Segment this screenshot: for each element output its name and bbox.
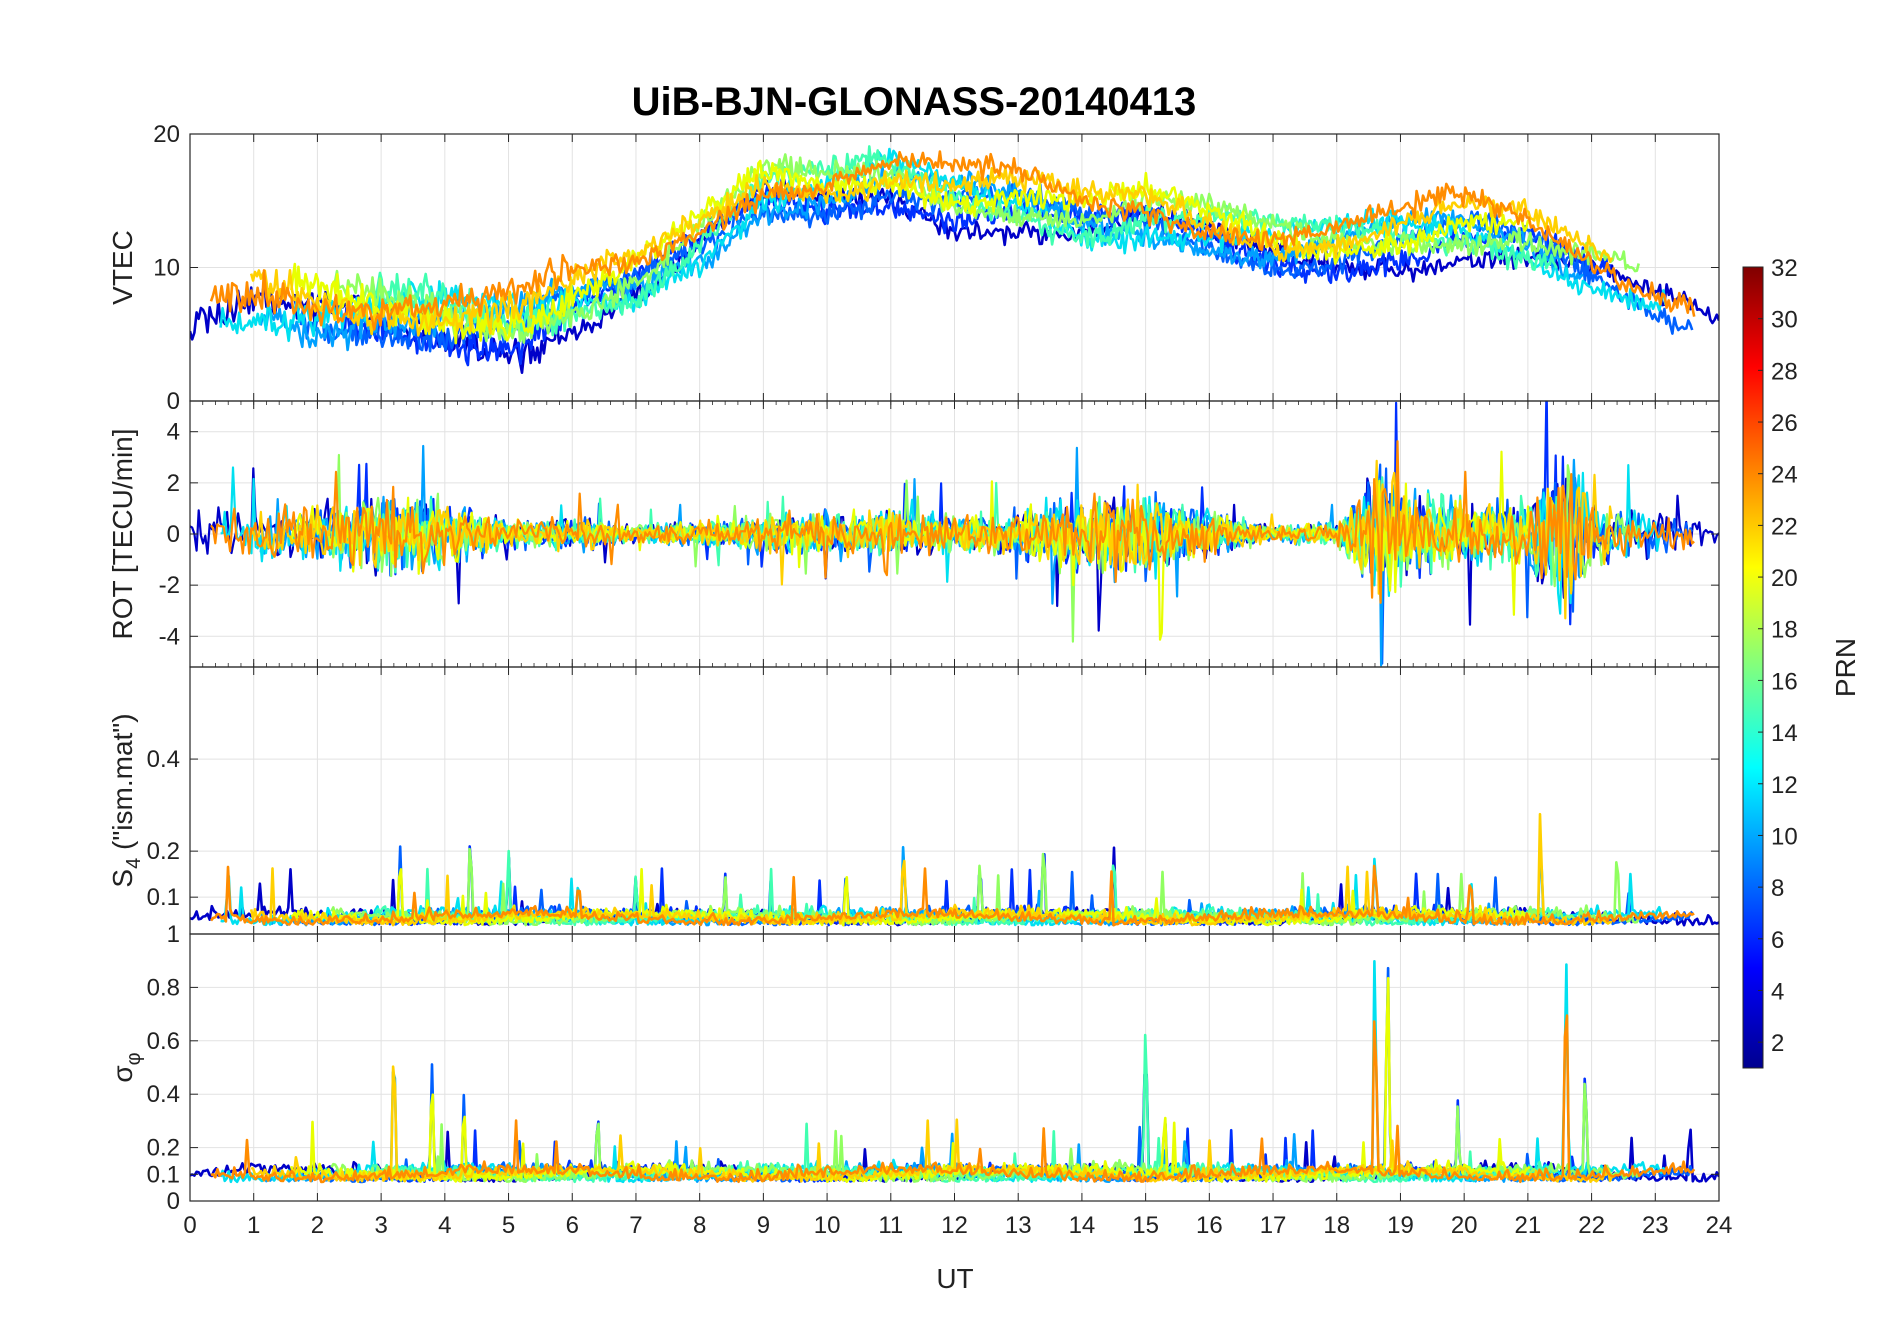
rot-series-group	[190, 401, 1719, 667]
rot-series-prn-23	[210, 440, 1695, 604]
x-tick-label: 12	[941, 1212, 968, 1239]
s4-series-prn-23	[209, 864, 1695, 927]
x-tick-label: 9	[757, 1212, 770, 1239]
x-tick-label: 18	[1323, 1212, 1350, 1239]
x-tick-label: 4	[438, 1212, 451, 1239]
rot-y-tick-label: 4	[167, 419, 180, 446]
rot-y-tick-label: 0	[167, 521, 180, 548]
colorbar-tick-label: 22	[1771, 513, 1798, 540]
x-tick-label: 21	[1515, 1212, 1542, 1239]
vtec-y-tick-label: 20	[153, 121, 180, 148]
vtec-series-prn-17	[330, 153, 1640, 344]
colorbar-tick-label: 18	[1771, 617, 1798, 644]
colorbar-tick-label: 16	[1771, 668, 1798, 695]
x-tick-label: 8	[693, 1212, 706, 1239]
x-tick-label: 19	[1387, 1212, 1414, 1239]
panel-sigphi: 00.10.2 0.4 0.6 0.8 1 σφ	[107, 921, 1720, 1215]
x-tick-label: 15	[1132, 1212, 1159, 1239]
sigphi-y-tick-label: 0	[167, 1188, 180, 1215]
s4-series-prn-20	[290, 867, 1532, 927]
colorbar-tick-label: 32	[1771, 255, 1798, 282]
colorbar-tick-label: 30	[1771, 307, 1798, 334]
x-tick-label: 1	[247, 1212, 260, 1239]
sigphi-y-axis-label: σφ	[107, 1052, 145, 1082]
x-axis-label: UT	[936, 1263, 973, 1294]
rot-y-tick-label: 2	[167, 470, 180, 497]
colorbar-tick-label: 2	[1771, 1030, 1784, 1057]
s4-y-axis-label: S4 ("ism.mat")	[107, 713, 145, 887]
x-tick-label: 2	[311, 1212, 324, 1239]
panel-s4: 0.1 0.2 0.4S4 ("ism.mat")	[107, 666, 1720, 935]
sigphi-y-tick-label: 0.2	[147, 1135, 180, 1162]
colorbar-label: PRN	[1830, 638, 1861, 697]
colorbar-tick-label: 24	[1771, 462, 1798, 489]
sigphi-y-tick-label: 1	[167, 921, 180, 948]
vtec-series-group	[190, 145, 1719, 375]
vtec-y-axis-label: VTEC	[107, 230, 138, 305]
x-tick-label: 14	[1069, 1212, 1096, 1239]
colorbar-tick-label: 14	[1771, 720, 1798, 747]
s4-y-tick-label: 0.2	[147, 838, 180, 865]
vtec-y-tick-label: 10	[153, 255, 180, 282]
x-tick-label: 3	[374, 1212, 387, 1239]
x-tick-label: 6	[566, 1212, 579, 1239]
colorbar-tick-label: 4	[1771, 978, 1784, 1005]
rot-y-tick-label: -4	[159, 623, 180, 650]
colorbar-tick-label: 28	[1771, 358, 1798, 385]
x-tick-label: 17	[1260, 1212, 1287, 1239]
x-tick-label: 22	[1578, 1212, 1605, 1239]
colorbar-tick-label: 12	[1771, 772, 1798, 799]
sigphi-series-prn-12	[219, 959, 1667, 1184]
s4-y-tick-label: 0.4	[147, 746, 180, 773]
colorbar-gradient	[1742, 266, 1764, 1069]
colorbar-tick-label: 20	[1771, 565, 1798, 592]
s4-y-tick-label: 0.1	[147, 884, 180, 911]
sigphi-y-tick-label: 0.4	[147, 1081, 180, 1108]
sigphi-series-prn-23	[210, 1014, 1696, 1184]
rot-y-axis-label: ROT [TECU/min]	[107, 428, 138, 639]
x-tick-label: 16	[1196, 1212, 1223, 1239]
sigphi-y-tick-label: 0.8	[147, 974, 180, 1001]
sigphi-series-group	[190, 959, 1719, 1184]
rot-y-tick-label: -2	[159, 572, 180, 599]
sigphi-y-tick-label: 0.1	[147, 1161, 180, 1188]
colorbar-tick-label: 6	[1771, 927, 1784, 954]
x-tick-label: 20	[1451, 1212, 1478, 1239]
vtec-series-prn-21	[249, 166, 1614, 337]
x-tick-label: 23	[1642, 1212, 1669, 1239]
x-tick-label: 7	[629, 1212, 642, 1239]
chart-title: UiB-BJN-GLONASS-20140413	[632, 80, 1197, 124]
sigphi-y-tick-label: 0.6	[147, 1028, 180, 1055]
x-tick-label: 11	[878, 1212, 903, 1239]
sigphi-series-prn-21	[250, 1065, 1614, 1183]
sigphi-series-prn-7	[299, 966, 1694, 1184]
x-tick-label: 0	[183, 1212, 196, 1239]
colorbar-tick-label: 8	[1771, 875, 1784, 902]
vtec-y-tick-label: 0	[167, 388, 180, 415]
x-tick-labels: 0 1 2 3 4 5 6 7 8 9 10 11 12 13 14 15 16 17 18 19 20 21 22 23 24	[183, 1212, 1732, 1239]
rot-series-prn-21	[250, 459, 1614, 620]
x-tick-label: 5	[502, 1212, 515, 1239]
colorbar-tick-label: 10	[1771, 823, 1798, 850]
vtec-series-prn-23	[209, 150, 1696, 331]
panel-vtec: 0 10 20 VTEC	[107, 121, 1720, 415]
x-tick-label: 13	[1005, 1212, 1032, 1239]
colorbar-tick-label: 26	[1771, 410, 1798, 437]
x-tick-label: 10	[814, 1212, 841, 1239]
panel-rot: -4 -2 0 2 4 ROT [TECU/min]	[107, 400, 1720, 668]
x-tick-label: 24	[1706, 1212, 1733, 1239]
s4-series-group	[190, 812, 1719, 927]
